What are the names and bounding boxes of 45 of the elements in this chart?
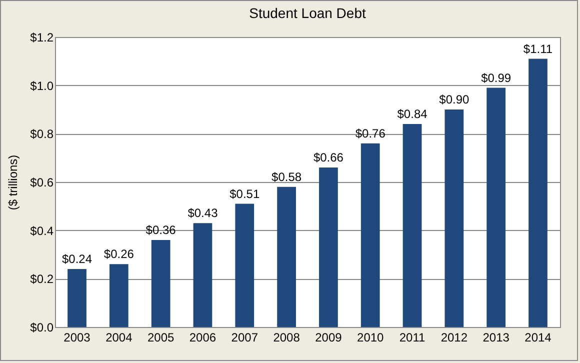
data-label: $1.11 [523, 42, 553, 56]
bar [109, 264, 128, 327]
x-tick-label: 2014 [524, 330, 552, 344]
x-tick-label: 2010 [357, 330, 384, 344]
bar [235, 204, 254, 327]
bar [277, 186, 296, 327]
x-tick-label: 2011 [399, 330, 426, 344]
x-tick-label: 2008 [273, 330, 300, 344]
bar [193, 223, 212, 327]
x-tick-label: 2012 [440, 330, 468, 344]
data-label: $0.99 [481, 70, 512, 85]
data-label: $0.66 [313, 150, 344, 164]
data-label: $0.51 [230, 186, 260, 201]
x-tick-label: 2009 [315, 330, 342, 344]
bar [360, 143, 380, 327]
data-label: $0.43 [188, 206, 218, 220]
y-axis-title: ($ trillions) [6, 154, 20, 210]
data-label: $0.24 [62, 252, 92, 266]
data-label: $0.84 [397, 107, 428, 121]
bar [528, 58, 548, 327]
data-label: $0.90 [439, 92, 470, 106]
x-tick-label: 2006 [189, 330, 216, 344]
data-label: $0.76 [355, 126, 386, 140]
bar [151, 240, 170, 327]
y-tick-label: $0.0 [30, 320, 54, 334]
data-label: $0.58 [272, 170, 302, 184]
y-tick-label: $0.4 [30, 224, 54, 238]
chart-title: Student Loan Debt [249, 5, 366, 21]
bar [486, 88, 506, 327]
x-tick-label: 2007 [231, 330, 258, 344]
data-label: $0.36 [146, 223, 176, 237]
bar [444, 110, 464, 327]
x-tick-label: 2004 [106, 330, 133, 344]
x-tick-label: 2005 [147, 330, 174, 344]
y-tick-label: $0.8 [30, 127, 54, 142]
y-tick-label: $0.6 [30, 176, 54, 190]
y-tick-label: $1.0 [30, 78, 54, 93]
bar [402, 124, 422, 327]
y-tick-label: $1.2 [30, 30, 54, 44]
x-tick-label: 2003 [64, 330, 91, 344]
data-label: $0.26 [104, 247, 134, 262]
y-tick-label: $0.2 [30, 272, 54, 286]
bar [319, 168, 338, 327]
x-tick-label: 2013 [482, 330, 510, 344]
bar [68, 269, 86, 327]
